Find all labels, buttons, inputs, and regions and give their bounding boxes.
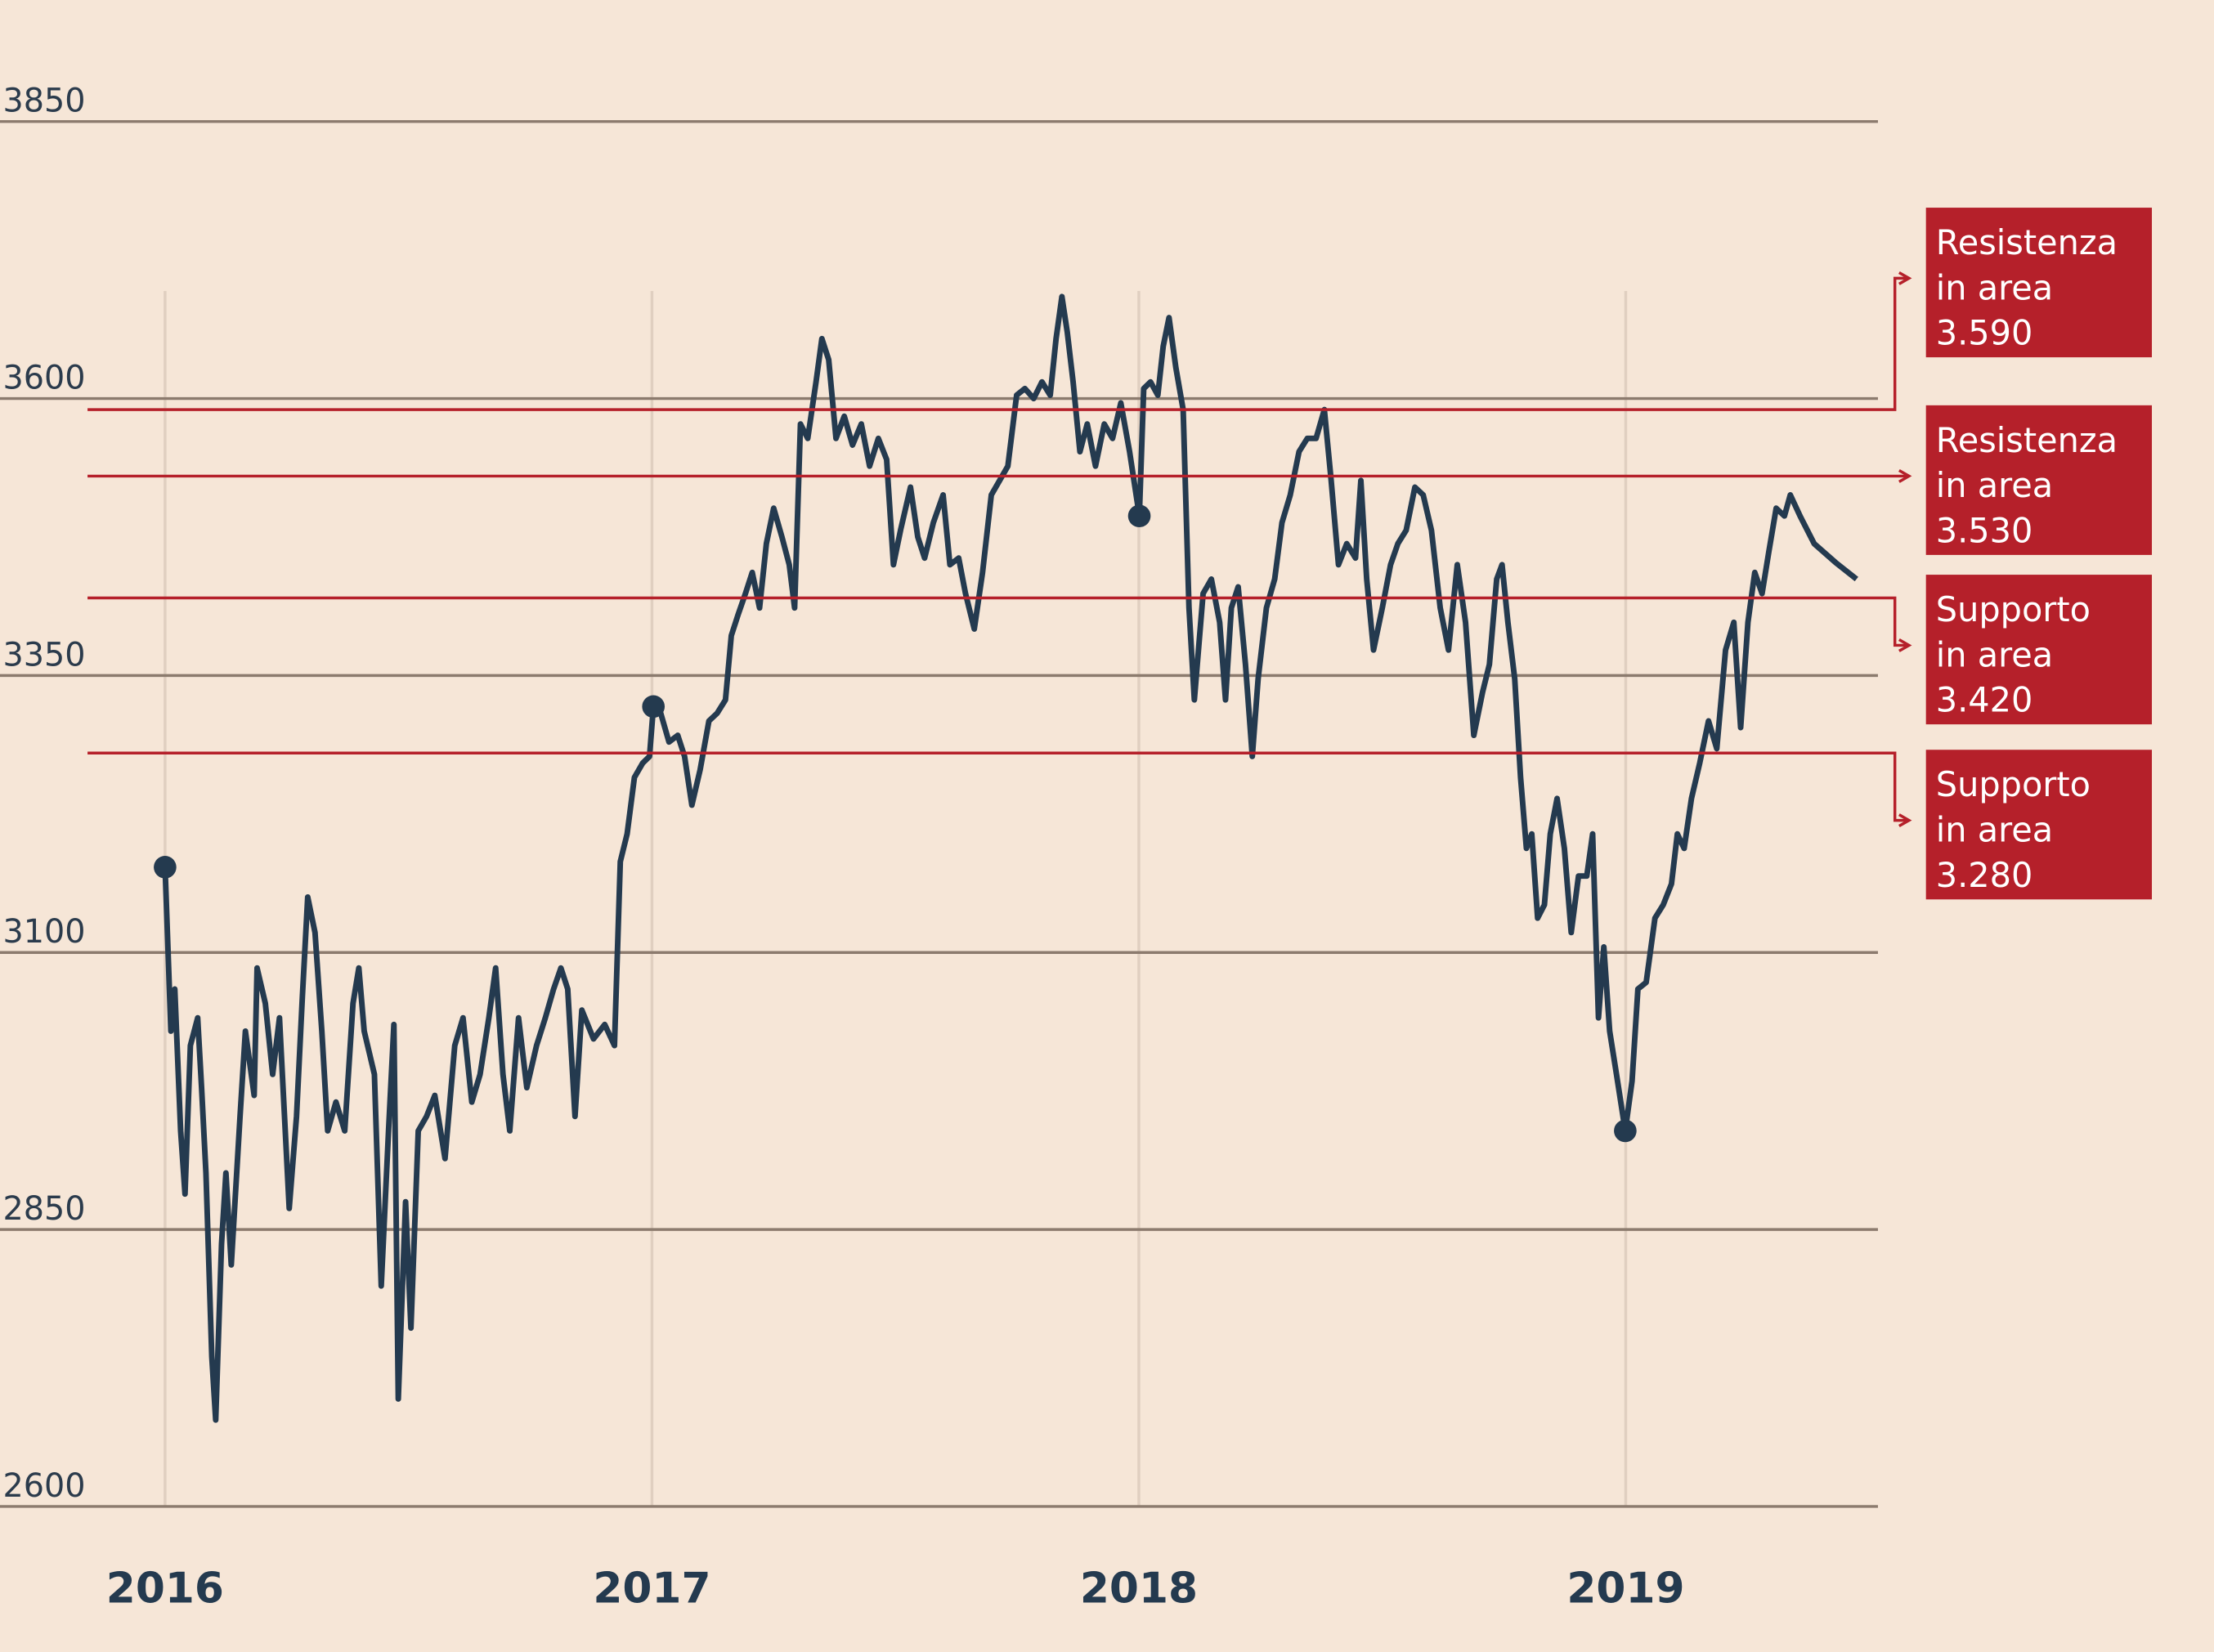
x-tick-label: 2018 xyxy=(1080,1564,1198,1613)
level-label: in area xyxy=(1936,635,2053,674)
price-line xyxy=(162,293,1858,1423)
level-arrow xyxy=(1898,271,1912,285)
level-label: 3.280 xyxy=(1936,856,2033,895)
level-arrow xyxy=(1898,469,1912,483)
level-label: Resistenza xyxy=(1936,223,2118,262)
level-box xyxy=(1925,405,2153,555)
y-tick-label: 2850 xyxy=(2,1190,85,1228)
level-label: in area xyxy=(1936,810,2053,849)
level-label: 3.590 xyxy=(1936,314,2033,353)
level-line xyxy=(87,596,1907,647)
x-tick-label: 2019 xyxy=(1566,1564,1684,1613)
level-label: 3.530 xyxy=(1936,511,2033,550)
level-line xyxy=(87,751,1907,822)
level-label: in area xyxy=(1936,268,2053,307)
level-label: in area xyxy=(1936,466,2053,505)
level-arrow xyxy=(1898,638,1912,652)
level-box xyxy=(1925,575,2153,725)
x-tick-label: 2016 xyxy=(106,1564,224,1613)
y-tick-label: 2600 xyxy=(2,1467,85,1505)
level-box xyxy=(1925,208,2153,358)
year-marker xyxy=(1614,1119,1637,1143)
level-label: Supporto xyxy=(1936,765,2091,804)
level-label: 3.420 xyxy=(1936,681,2033,720)
y-tick-label: 3850 xyxy=(2,83,85,120)
level-label: Supporto xyxy=(1936,590,2091,629)
year-marker xyxy=(1127,504,1151,528)
level-box xyxy=(1925,750,2153,900)
y-tick-label: 3100 xyxy=(2,913,85,951)
x-tick-label: 2017 xyxy=(593,1564,710,1613)
y-tick-label: 3600 xyxy=(2,359,85,396)
level-label: Resistenza xyxy=(1936,421,2118,460)
year-marker xyxy=(154,856,177,879)
level-arrow xyxy=(1898,813,1912,827)
level-line xyxy=(87,276,1907,411)
y-tick-label: 3350 xyxy=(2,636,85,674)
year-marker xyxy=(642,695,666,719)
